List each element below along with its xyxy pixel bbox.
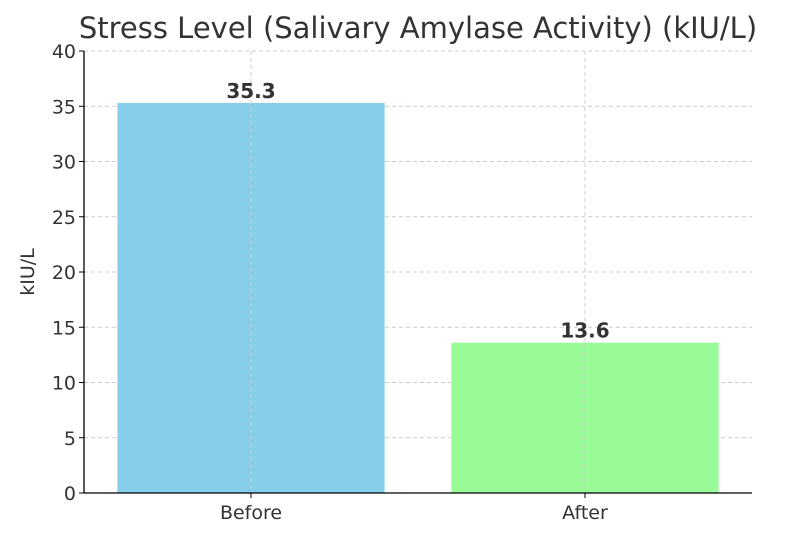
bars-layer [117,102,719,493]
x-tick-label-before: Before [220,502,282,524]
x-tick-label-after: After [562,502,608,524]
y-axis-label: kIU/L [17,248,39,296]
y-tick-label-5: 25 [52,207,76,229]
y-tick-label-0: 0 [64,483,76,505]
chart-title: Stress Level (Salivary Amylase Activity)… [79,11,757,45]
y-tick-label-8: 40 [52,41,76,63]
y-tick-label-1: 5 [64,428,76,450]
data-label-before: 35.3 [226,79,275,103]
y-tick-label-3: 15 [52,317,76,339]
data-label-after: 13.6 [560,319,609,343]
y-tick-label-2: 10 [52,373,76,395]
y-tick-label-6: 30 [52,152,76,174]
y-tick-label-4: 20 [52,262,76,284]
axes-layer [79,50,752,498]
y-tick-label-7: 35 [52,96,76,118]
labels-layer: 0 5 10 15 20 25 30 35 40 Before After 35.3 13.6 [52,41,610,524]
